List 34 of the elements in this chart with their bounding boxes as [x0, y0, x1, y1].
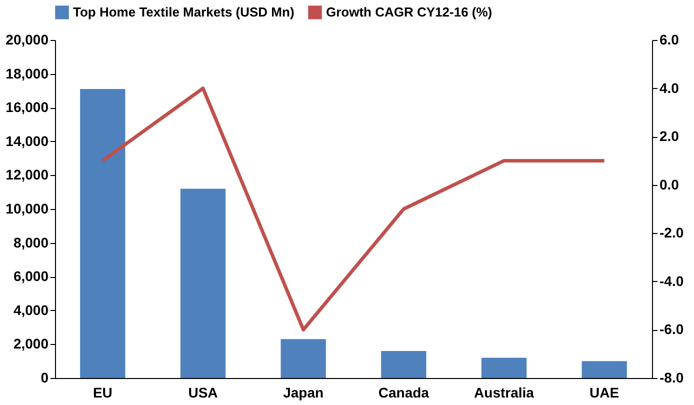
- bar: [280, 339, 326, 378]
- y2-tick-label: -8.0: [660, 370, 684, 386]
- legend-label: Top Home Textile Markets (USD Mn): [73, 4, 294, 20]
- x-tick-label: USA: [188, 384, 218, 400]
- bar: [180, 188, 226, 378]
- x-tick-label: Australia: [474, 384, 534, 400]
- y2-tick-label: -2.0: [660, 224, 684, 241]
- bar: [80, 89, 126, 378]
- bar: [582, 361, 627, 378]
- y-tick-label: 16,000: [6, 99, 49, 116]
- y-tick-label: 12,000: [6, 166, 49, 183]
- y-tick-label: 2,000: [13, 336, 49, 352]
- y-tick-label: 4,000: [13, 302, 49, 318]
- x-tick-label: Japan: [283, 384, 324, 400]
- x-tick-label: Canada: [378, 384, 430, 400]
- y-tick-label: 18,000: [6, 65, 49, 82]
- y2-tick-label: 4.0: [660, 80, 680, 96]
- y2-tick-label: -6.0: [660, 321, 684, 338]
- bar: [481, 358, 527, 378]
- y2-tick-label: -4.0: [660, 272, 684, 289]
- y-tick-label: 20,000: [6, 32, 49, 48]
- y-tick-label: 10,000: [6, 200, 49, 216]
- y2-tick-label: 2.0: [660, 128, 680, 144]
- y-tick-label: 6,000: [13, 268, 49, 284]
- y2-tick-label: 6.0: [660, 32, 680, 48]
- x-tick-label: EU: [92, 384, 112, 400]
- y-tick-label: 0: [40, 370, 49, 386]
- x-tick-label: UAE: [590, 384, 620, 400]
- y-tick-label: 8,000: [13, 234, 49, 250]
- legend-label: Growth CAGR CY12-16 (%): [326, 4, 492, 20]
- line-series: [100, 86, 606, 332]
- y-tick-label: 14,000: [6, 132, 49, 149]
- bar: [381, 350, 426, 378]
- y2-tick-label: 0.0: [660, 176, 680, 192]
